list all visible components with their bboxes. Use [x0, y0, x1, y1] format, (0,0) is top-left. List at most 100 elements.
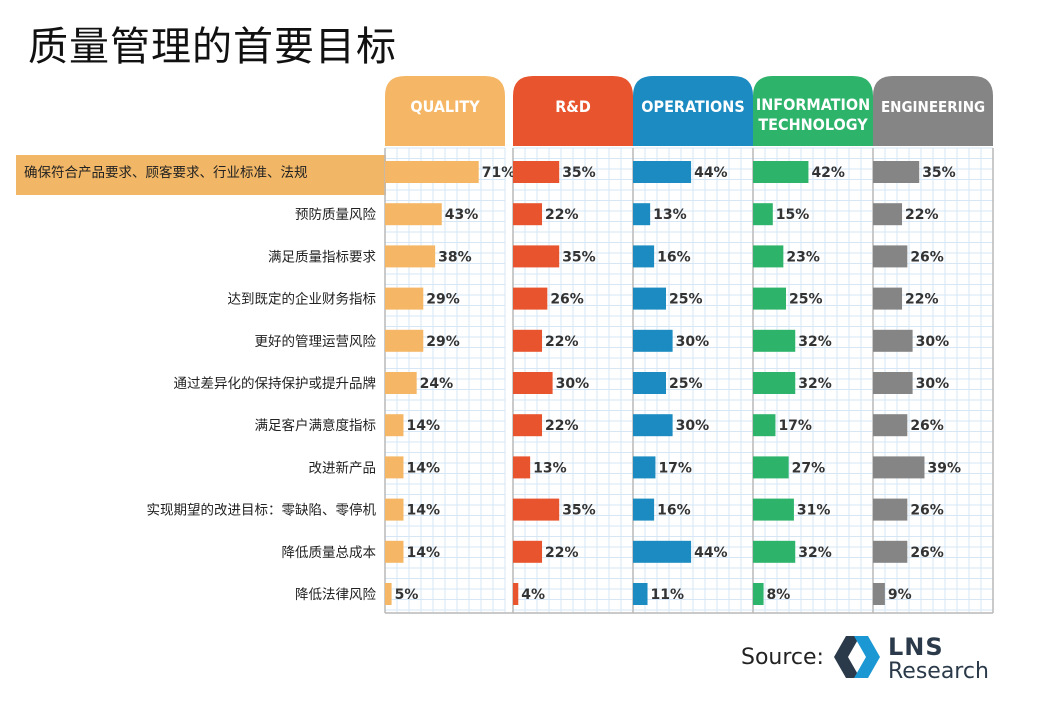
- value-label: 31%: [797, 503, 831, 519]
- category-label: 通过差异化的保持保护或提升品牌: [174, 375, 377, 392]
- bar: [385, 456, 404, 479]
- bar: [753, 203, 773, 226]
- bar: [633, 372, 666, 394]
- value-label: 14%: [406, 503, 440, 519]
- bar: [753, 287, 786, 310]
- value-label: 35%: [922, 165, 956, 181]
- bar: [633, 245, 655, 268]
- value-label: 38%: [438, 249, 472, 265]
- value-label: 35%: [562, 503, 596, 519]
- series-header-label: INFORMATION: [756, 95, 870, 114]
- value-label: 17%: [778, 418, 812, 434]
- bar: [513, 287, 548, 310]
- category-label: 满足客户满意度指标: [255, 417, 377, 434]
- value-label: 43%: [445, 207, 479, 223]
- value-label: 42%: [811, 165, 845, 181]
- bar: [753, 540, 796, 563]
- value-label: 30%: [916, 334, 950, 350]
- bar: [753, 372, 796, 394]
- bar: [513, 540, 543, 563]
- category-label: 降低质量总成本: [282, 545, 377, 561]
- bar: [633, 287, 666, 310]
- value-label: 22%: [545, 207, 579, 223]
- category-label: 降低法律风险: [295, 587, 376, 603]
- value-label: 22%: [545, 334, 579, 350]
- bar: [633, 583, 648, 605]
- category-label: 改进新产品: [309, 460, 377, 476]
- bar: [633, 540, 692, 563]
- value-label: 30%: [676, 418, 710, 434]
- value-label: 29%: [426, 334, 460, 350]
- bar: [513, 372, 553, 394]
- bar: [873, 414, 908, 437]
- bar: [753, 583, 764, 605]
- value-label: 30%: [676, 334, 710, 350]
- value-label: 11%: [651, 587, 685, 603]
- series-header-label: OPERATIONS: [641, 97, 744, 116]
- bar: [513, 414, 543, 437]
- value-label: 25%: [669, 376, 703, 392]
- value-label: 5%: [395, 587, 419, 603]
- bar: [385, 498, 404, 521]
- category-label: 预防质量风险: [295, 207, 376, 223]
- bar: [873, 161, 920, 183]
- bar: [633, 329, 673, 352]
- series-header-tab: [633, 76, 753, 146]
- series-header-label: TECHNOLOGY: [758, 115, 868, 134]
- value-label: 14%: [406, 418, 440, 434]
- bar: [753, 498, 794, 521]
- logo-line2: Research: [888, 659, 989, 684]
- value-label: 13%: [533, 460, 567, 476]
- value-label: 9%: [888, 587, 912, 603]
- value-label: 26%: [910, 503, 944, 519]
- bar: [513, 329, 543, 352]
- value-label: 30%: [556, 376, 590, 392]
- value-label: 8%: [767, 587, 791, 603]
- bar: [633, 203, 651, 226]
- bar: [633, 414, 673, 437]
- value-label: 35%: [562, 165, 596, 181]
- bar: [385, 414, 404, 437]
- bar: [385, 245, 436, 268]
- bar: [385, 583, 392, 605]
- value-label: 22%: [905, 207, 939, 223]
- bar: [633, 456, 656, 479]
- bar: [873, 329, 913, 352]
- highlight-band: [16, 155, 386, 195]
- value-label: 16%: [657, 503, 691, 519]
- bar: [513, 456, 531, 479]
- value-label: 22%: [545, 418, 579, 434]
- bar: [873, 245, 908, 268]
- bar: [513, 161, 560, 183]
- value-label: 17%: [658, 460, 692, 476]
- value-label: 23%: [786, 249, 820, 265]
- value-label: 14%: [406, 545, 440, 561]
- value-label: 26%: [550, 292, 584, 308]
- value-label: 32%: [798, 334, 832, 350]
- series-header-tab: [753, 76, 873, 146]
- bar: [385, 161, 479, 183]
- bar: [873, 203, 903, 226]
- bar: [873, 540, 908, 563]
- bar: [873, 287, 903, 310]
- bar: [873, 583, 885, 605]
- bar: [385, 287, 424, 310]
- bar: [513, 583, 519, 605]
- bar: [513, 245, 560, 268]
- bar: [513, 498, 560, 521]
- bar: [753, 245, 784, 268]
- value-label: 4%: [521, 587, 545, 603]
- value-label: 27%: [792, 460, 826, 476]
- bar: [753, 414, 776, 437]
- value-label: 22%: [545, 545, 579, 561]
- category-label: 满足质量指标要求: [268, 249, 376, 265]
- series-header-label: QUALITY: [410, 97, 480, 116]
- series-header-label: R&D: [555, 97, 591, 116]
- bar: [873, 498, 908, 521]
- bar: [633, 161, 692, 183]
- category-label: 更好的管理运营风险: [255, 334, 377, 350]
- value-label: 32%: [798, 376, 832, 392]
- value-label: 39%: [927, 460, 961, 476]
- logo-line1: LNS: [888, 633, 944, 661]
